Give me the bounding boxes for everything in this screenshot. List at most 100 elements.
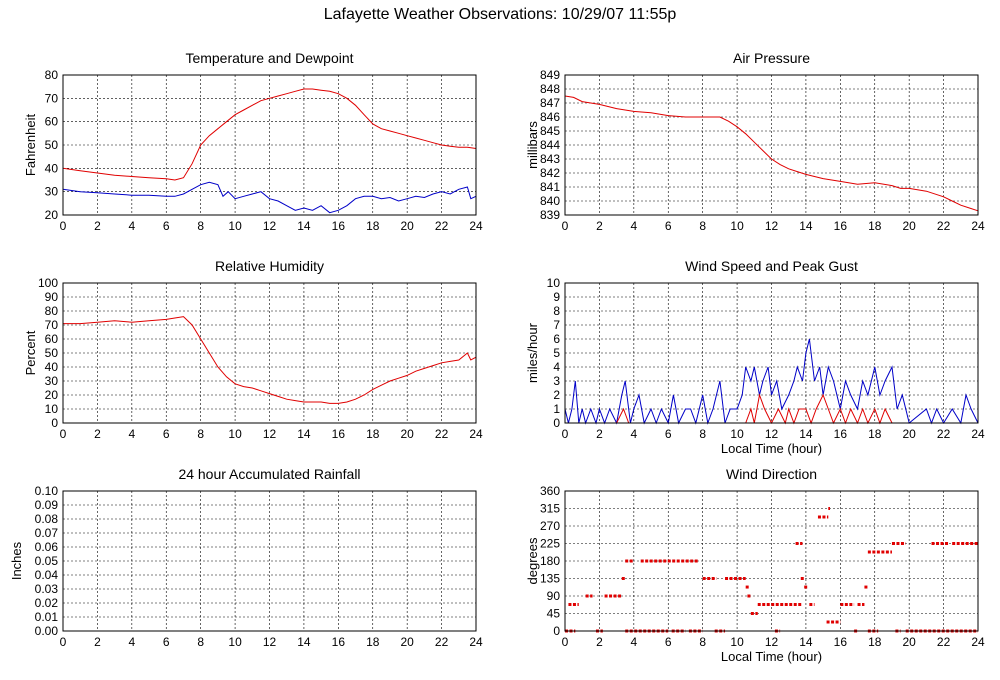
y-tick-label: 135 xyxy=(540,572,560,586)
y-tick-label: 0.08 xyxy=(35,512,59,526)
y-tick-label: 90 xyxy=(547,589,561,603)
plot-frame xyxy=(62,282,477,424)
series-line xyxy=(62,88,477,181)
x-axis-label: Local Time (hour) xyxy=(721,441,822,456)
x-tick-label: 2 xyxy=(596,219,603,233)
y-tick-label: 0.09 xyxy=(35,498,59,512)
y-tick-label: 843 xyxy=(540,152,560,166)
page-title: Lafayette Weather Observations: 10/29/07… xyxy=(323,6,677,23)
y-tick-label: 270 xyxy=(540,519,560,533)
x-tick-label: 0 xyxy=(60,219,67,233)
x-tick-label: 2 xyxy=(596,427,603,441)
y-tick-label: 0.05 xyxy=(35,554,59,568)
y-tick-label: 70 xyxy=(45,318,59,332)
y-tick-label: 10 xyxy=(547,276,561,290)
x-tick-label: 10 xyxy=(228,635,242,649)
plot-frame xyxy=(62,490,477,632)
x-tick-label: 8 xyxy=(699,219,706,233)
y-axis-label: Fahrenheit xyxy=(23,114,38,177)
y-tick-label: 100 xyxy=(38,276,58,290)
x-tick-label: 4 xyxy=(630,427,637,441)
x-axis-label: Local Time (hour) xyxy=(721,649,822,664)
y-tick-label: 0 xyxy=(553,624,560,638)
y-tick-label: 50 xyxy=(45,138,59,152)
x-tick-label: 10 xyxy=(730,219,744,233)
x-tick-label: 6 xyxy=(163,219,170,233)
x-tick-label: 0 xyxy=(562,219,569,233)
x-tick-label: 6 xyxy=(665,635,672,649)
x-tick-label: 18 xyxy=(868,635,882,649)
x-tick-label: 8 xyxy=(197,427,204,441)
x-tick-label: 18 xyxy=(868,427,882,441)
y-tick-label: 20 xyxy=(45,388,59,402)
y-tick-label: 1 xyxy=(553,402,560,416)
y-tick-label: 2 xyxy=(553,388,560,402)
plot-frame xyxy=(62,74,477,216)
y-tick-label: 60 xyxy=(45,115,59,129)
y-tick-label: 70 xyxy=(45,91,59,105)
y-tick-label: 360 xyxy=(540,484,560,498)
y-tick-label: 840 xyxy=(540,194,560,208)
x-tick-label: 12 xyxy=(263,635,277,649)
x-tick-label: 4 xyxy=(630,635,637,649)
x-tick-label: 8 xyxy=(699,427,706,441)
x-tick-label: 20 xyxy=(902,219,916,233)
y-tick-label: 9 xyxy=(553,290,560,304)
x-tick-label: 2 xyxy=(94,635,101,649)
y-tick-label: 0 xyxy=(51,416,58,430)
x-tick-label: 4 xyxy=(128,635,135,649)
y-tick-label: 3 xyxy=(553,374,560,388)
x-tick-label: 22 xyxy=(937,427,951,441)
y-tick-label: 225 xyxy=(540,537,560,551)
x-tick-label: 22 xyxy=(937,635,951,649)
y-tick-label: 845 xyxy=(540,124,560,138)
x-tick-label: 20 xyxy=(902,635,916,649)
y-tick-label: 0.04 xyxy=(35,568,59,582)
y-axis-label: millibars xyxy=(525,121,540,169)
y-tick-label: 0.06 xyxy=(35,540,59,554)
x-tick-label: 10 xyxy=(228,219,242,233)
y-tick-label: 30 xyxy=(45,374,59,388)
series-line xyxy=(564,338,979,425)
y-tick-label: 844 xyxy=(540,138,560,152)
x-tick-label: 8 xyxy=(699,635,706,649)
series-line xyxy=(564,95,979,212)
y-tick-label: 90 xyxy=(45,290,59,304)
x-tick-label: 10 xyxy=(730,635,744,649)
x-tick-label: 12 xyxy=(263,219,277,233)
x-tick-label: 8 xyxy=(197,219,204,233)
x-tick-label: 2 xyxy=(94,219,101,233)
x-tick-label: 24 xyxy=(971,219,985,233)
y-tick-label: 80 xyxy=(45,68,59,82)
x-tick-label: 12 xyxy=(765,427,779,441)
x-tick-label: 24 xyxy=(469,635,483,649)
y-tick-label: 849 xyxy=(540,68,560,82)
y-tick-label: 45 xyxy=(547,607,561,621)
x-tick-label: 16 xyxy=(834,635,848,649)
x-tick-label: 4 xyxy=(128,427,135,441)
plot-frame xyxy=(564,74,979,216)
y-tick-label: 5 xyxy=(553,346,560,360)
x-tick-label: 20 xyxy=(400,427,414,441)
x-tick-label: 24 xyxy=(971,635,985,649)
plot-frame xyxy=(564,282,979,424)
x-tick-label: 6 xyxy=(665,219,672,233)
y-tick-label: 0.00 xyxy=(35,624,59,638)
x-tick-label: 10 xyxy=(730,427,744,441)
y-tick-label: 60 xyxy=(45,332,59,346)
series-line xyxy=(63,316,477,404)
x-tick-label: 8 xyxy=(197,635,204,649)
x-tick-label: 0 xyxy=(60,635,67,649)
x-tick-label: 12 xyxy=(765,219,779,233)
chart-title: Temperature and Dewpoint xyxy=(185,50,353,66)
x-tick-label: 22 xyxy=(435,427,449,441)
y-tick-label: 40 xyxy=(45,161,59,175)
y-tick-label: 6 xyxy=(553,332,560,346)
x-tick-label: 22 xyxy=(937,219,951,233)
y-tick-label: 848 xyxy=(540,82,560,96)
x-tick-label: 14 xyxy=(799,635,813,649)
